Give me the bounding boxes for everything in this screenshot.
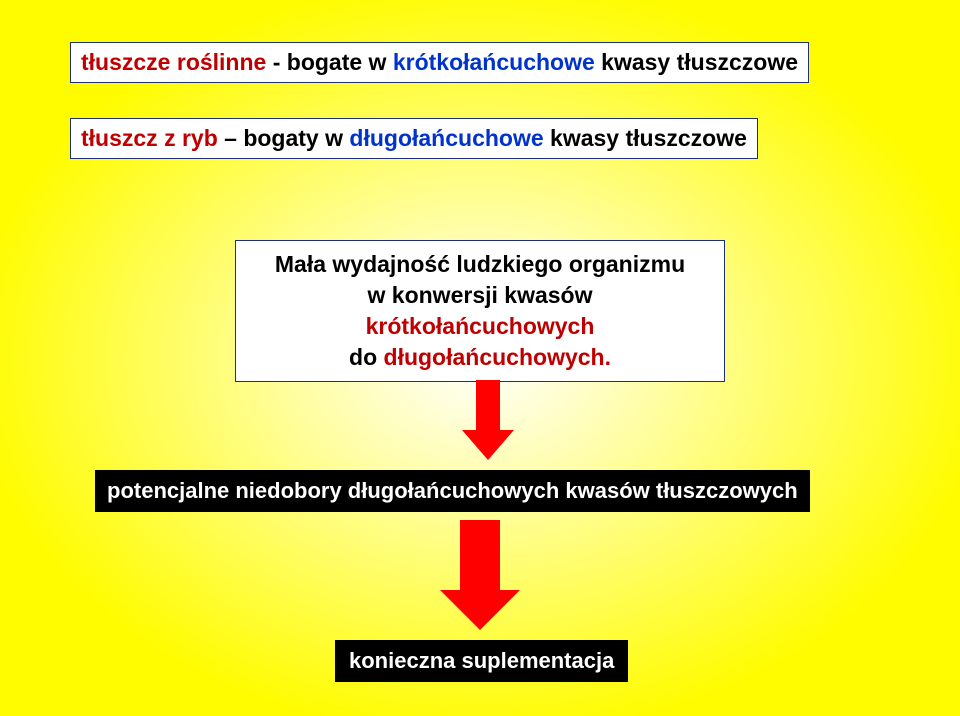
arrow-body <box>476 380 500 430</box>
text-line: Mała wydajność ludzkiego organizmu <box>252 249 708 280</box>
text-segment: tłuszcz z ryb <box>81 125 218 151</box>
arrow-down-1 <box>462 380 514 460</box>
text-line: do długołańcuchowych. <box>252 342 708 373</box>
text-segment: potencjalne niedobory długołańcuchowych … <box>107 478 798 503</box>
text-segment: krótkołańcuchowe <box>393 49 595 75</box>
text-segment: konieczna suplementacja <box>349 648 614 673</box>
box-conversion-efficiency: Mała wydajność ludzkiego organizmu w konw… <box>235 240 725 382</box>
text-segment: długołańcuchowych. <box>384 344 611 370</box>
box-potential-deficiency: potencjalne niedobory długołańcuchowych … <box>95 470 810 512</box>
arrow-head <box>462 430 514 460</box>
text-segment: – bogaty w <box>218 125 350 151</box>
box-supplementation: konieczna suplementacja <box>335 640 628 682</box>
box-fish-fats: tłuszcz z ryb – bogaty w długołańcuchowe… <box>70 118 758 159</box>
box-plant-fats: tłuszcze roślinne - bogate w krótkołańcu… <box>70 42 809 83</box>
slide-root: tłuszcze roślinne - bogate w krótkołańcu… <box>0 0 960 716</box>
text-segment: krótkołańcuchowych <box>366 313 595 339</box>
text-segment: Mała wydajność ludzkiego organizmu <box>275 251 685 277</box>
text-segment: kwasy tłuszczowe <box>544 125 747 151</box>
text-segment: tłuszcze roślinne <box>81 49 266 75</box>
arrow-body <box>460 520 500 590</box>
arrow-down-2 <box>440 520 520 630</box>
text-segment: długołańcuchowe <box>349 125 543 151</box>
text-segment: do <box>349 344 384 370</box>
text-line: w konwersji kwasów krótkołańcuchowych <box>252 280 708 342</box>
arrow-head <box>440 590 520 630</box>
text-segment: w konwersji kwasów <box>368 282 593 308</box>
text-segment: - bogate w <box>266 49 393 75</box>
text-segment: kwasy tłuszczowe <box>595 49 798 75</box>
